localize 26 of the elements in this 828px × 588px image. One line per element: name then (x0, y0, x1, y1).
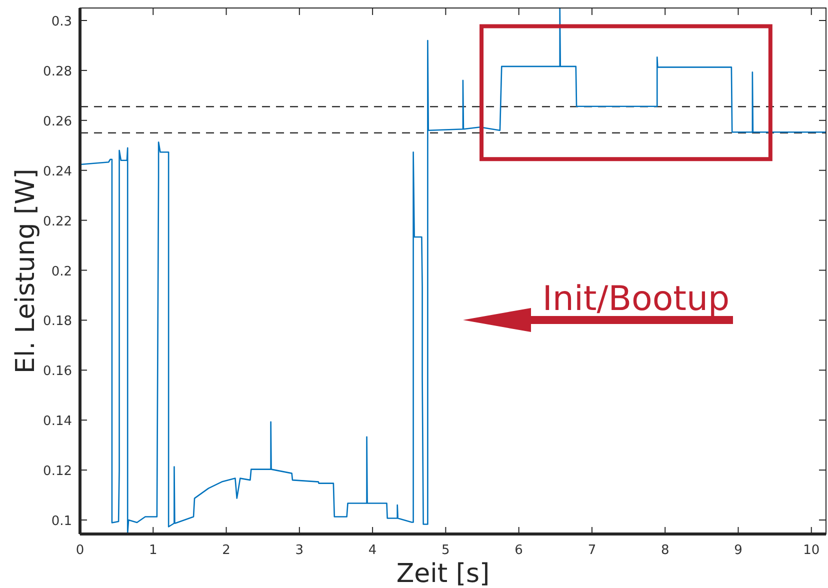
y-axis-title: El. Leistung [W] (11, 168, 41, 374)
y-tick-label: 0.3 (51, 14, 72, 30)
x-tick-label: 6 (514, 543, 523, 558)
y-tick-label: 0.2 (51, 264, 72, 280)
x-tick-label: 2 (222, 543, 230, 558)
x-tick-label: 1 (148, 543, 158, 558)
y-tick-label: 0.18 (43, 314, 72, 330)
y-tick-label: 0.28 (43, 64, 72, 80)
x-tick-label: 0 (76, 543, 84, 558)
x-tick-label: 7 (588, 543, 596, 558)
x-tick-label: 9 (734, 543, 742, 558)
y-tick-label: 0.1 (51, 514, 72, 530)
x-tick-label: 10 (803, 543, 820, 558)
y-tick-label: 0.26 (43, 114, 72, 130)
y-tick-label: 0.12 (43, 464, 72, 480)
x-tick-label: 5 (442, 543, 450, 558)
x-tick-label: 8 (660, 543, 670, 558)
y-tick-label: 0.16 (43, 364, 72, 380)
x-tick-label: 3 (295, 543, 304, 558)
y-tick-label: 0.24 (43, 164, 72, 180)
x-tick-label: 4 (368, 543, 377, 558)
x-axis-title: Zeit [s] (396, 559, 490, 588)
y-tick-label: 0.14 (43, 414, 72, 430)
annotation: Init/Bootup (542, 279, 730, 319)
line-series (80, 7, 827, 534)
y-tick-label: 0.22 (43, 214, 72, 230)
